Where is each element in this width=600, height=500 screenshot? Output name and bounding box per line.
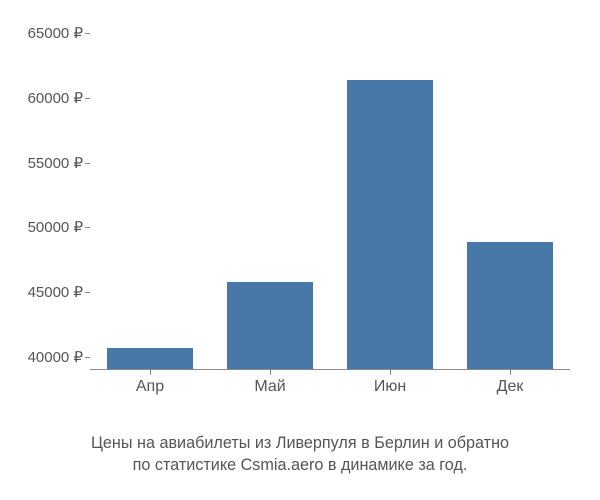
ytick-mark [85,227,90,228]
chart-caption: Цены на авиабилеты из Ливерпуля в Берлин… [0,433,600,477]
ytick-mark [85,98,90,99]
ytick-label: 40000 ₽ [5,348,83,366]
xtick-label: Май [254,378,285,396]
ytick-label: 45000 ₽ [5,283,83,301]
ytick-label: 50000 ₽ [5,218,83,236]
ytick-mark [85,33,90,34]
xtick-mark [510,370,511,375]
bar [107,348,193,369]
ytick-label: 65000 ₽ [5,24,83,42]
bar [347,80,433,369]
ytick-mark [85,357,90,358]
price-chart: 40000 ₽45000 ₽50000 ₽55000 ₽60000 ₽65000… [90,20,570,400]
xtick-label: Дек [497,378,524,396]
xtick-mark [150,370,151,375]
ytick-label: 60000 ₽ [5,89,83,107]
xtick-mark [270,370,271,375]
ytick-mark [85,163,90,164]
ytick-label: 55000 ₽ [5,154,83,172]
bar [467,242,553,369]
caption-line-2: по статистике Csmia.aero в динамике за г… [133,456,468,474]
xtick-label: Апр [136,378,164,396]
caption-line-1: Цены на авиабилеты из Ливерпуля в Берлин… [91,434,509,452]
xtick-label: Июн [374,378,406,396]
xtick-mark [390,370,391,375]
ytick-mark [85,292,90,293]
bar [227,282,313,369]
plot-area: 40000 ₽45000 ₽50000 ₽55000 ₽60000 ₽65000… [90,20,570,370]
